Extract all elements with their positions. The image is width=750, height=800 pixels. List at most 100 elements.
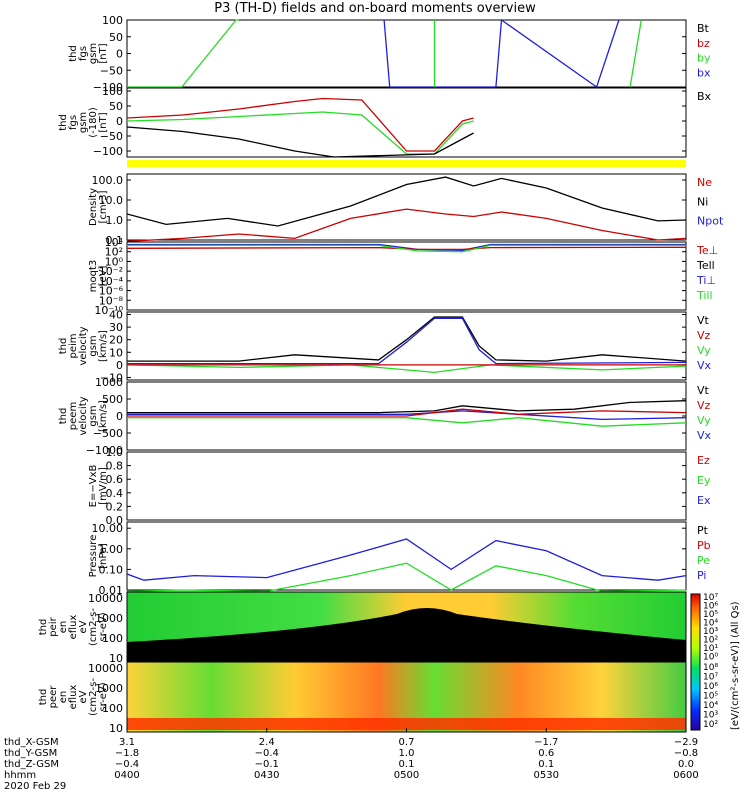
y-tick-label: 0.01: [99, 584, 124, 597]
y-tick-label: 0.10: [99, 563, 124, 576]
y-axis-label-line: (cm2-s-: [88, 608, 99, 646]
legend-Bx: Bx: [697, 90, 712, 103]
x-tick-label: 1.0: [399, 748, 415, 759]
x-tick-label: 0500: [394, 770, 419, 781]
y-axis-label-line: fgs: [78, 46, 89, 61]
y-axis-label-line: (-180): [88, 107, 99, 138]
colorbar-tick: 10³: [703, 627, 718, 637]
colorbar-tick: 10²: [703, 636, 718, 646]
y-axis-label-line: thd: [58, 408, 69, 425]
legend-Vz: Vz: [697, 329, 711, 342]
y-axis-label-line: Density: [88, 188, 99, 226]
y-tick-label: 10²: [105, 246, 123, 259]
spectrogram-mask: [127, 608, 686, 662]
y-axis-label-line: velocity: [78, 326, 89, 365]
x-tick-label: 0600: [673, 770, 698, 781]
y-axis-label-temp: moqt3 [eV]: [88, 260, 109, 293]
legend-Pi: Pi: [697, 569, 706, 582]
y-tick-label: 30: [109, 321, 123, 334]
y-axis-label-line: thd: [38, 689, 49, 706]
y-axis-label-line: fgs: [68, 115, 79, 130]
series-line-by3: [629, 19, 642, 88]
x-tick-label: 2.4: [259, 737, 275, 748]
y-tick-label: 1.0: [106, 446, 124, 459]
legend-Pt: Pt: [697, 524, 709, 537]
y-axis-label-line: (cm2-s-: [88, 678, 99, 716]
y-axis-label-line: eflux: [68, 615, 79, 640]
y-tick-label: −50: [100, 64, 123, 77]
x-tick-label: 0.1: [538, 759, 554, 770]
legend-Ey: Ey: [697, 474, 711, 487]
series-line-Vx: [127, 317, 687, 365]
y-axis-label-line: gsm: [78, 112, 89, 133]
y-tick-label: 40: [109, 309, 123, 322]
y-tick-label: −100: [93, 81, 123, 94]
y-tick-label: 10⁰: [105, 255, 124, 268]
x-tick-label: 0530: [534, 770, 559, 781]
y-axis-label-line: [eV]: [98, 266, 109, 287]
y-tick-label: 0: [116, 115, 123, 128]
y-axis-label-line: eV: [78, 690, 89, 703]
y-tick-label: 10000: [88, 662, 123, 675]
x-row-label: hhmm: [4, 770, 36, 781]
colorbar-tick: 10⁷: [703, 673, 718, 683]
legend-Ne: Ne: [697, 176, 712, 189]
colorbar-tick: 10⁷: [703, 593, 718, 603]
y-tick-label: 10: [109, 346, 123, 359]
y-axis-label-line: thd: [68, 45, 79, 62]
y-tick-label: 10.00: [92, 522, 124, 535]
y-axis-label-peim: thd peim velocity gsm [km/s]: [58, 326, 109, 365]
y-axis-label-pressure: Pressure [nPa]: [88, 535, 109, 578]
y-axis-label-line: [nPa]: [98, 543, 109, 569]
y-tick-label: 10⁻¹⁰: [94, 304, 123, 317]
x-row-label: thd_Z-GSM: [4, 759, 59, 770]
colorbar-tick: 10⁶: [703, 602, 718, 612]
y-tick-label: 0.4: [106, 487, 124, 500]
x-tick-label: −0.1: [255, 759, 279, 770]
x-tick-label: −0.8: [674, 748, 698, 759]
y-tick-label: 0.0: [106, 514, 124, 527]
legend-Ez: Ez: [697, 454, 710, 467]
x-tick-label: −1.7: [534, 737, 558, 748]
panel-frame-temp: [126, 241, 687, 311]
y-axis-label-line: sr-eV): [98, 682, 109, 711]
panel-frame-fgs: [126, 19, 687, 88]
y-tick-label: 1.00: [99, 543, 124, 556]
legend-Pe: Pe: [697, 554, 710, 567]
series-line-Ne: [126, 208, 687, 242]
y-axis-label-line: thd: [58, 338, 69, 355]
y-axis-label-peer: thd peer en eflux eV (cm2-s-sr-eV): [38, 678, 109, 716]
y-axis-label-line: gsm: [88, 335, 99, 356]
spectrogram-band: [127, 718, 686, 730]
colorbar-tick: 10⁴: [703, 619, 718, 629]
panel-frame-pressure: [126, 521, 687, 591]
y-tick-label: 10: [109, 722, 123, 735]
colorbar-tick: 10⁴: [703, 701, 718, 711]
colorbar-tick: 10²: [703, 720, 718, 730]
series-line-Vt: [127, 316, 687, 362]
y-tick-label: 0: [116, 359, 123, 372]
y-tick-label: −1000: [86, 444, 123, 457]
y-axis-label-line: [mV/m]: [98, 467, 109, 505]
y-axis-label-line: [cm-3]: [98, 190, 109, 223]
y-axis-label-line: E=−VxB: [88, 465, 99, 508]
legend-Ni: Ni: [697, 195, 708, 208]
x-tick-label: 0.1: [399, 759, 415, 770]
colorbar: [690, 593, 701, 731]
y-axis-label-line: [nT]: [98, 43, 109, 63]
y-tick-label: 10⁻²: [99, 265, 123, 278]
series-line-Te: [126, 246, 687, 251]
x-tick-label: −2.9: [674, 737, 698, 748]
y-axis-label-peem: thd peem velocity gsm [km/s]: [58, 396, 109, 435]
y-axis-label-efield: E=−VxB [mV/m]: [88, 465, 109, 508]
y-tick-label: 1.0: [106, 214, 124, 227]
colorbar-tick: 10³: [703, 711, 718, 721]
y-axis-label-line: peem: [68, 402, 79, 430]
y-tick-label: 10000: [88, 592, 123, 605]
y-tick-label: 100: [102, 14, 123, 27]
x-tick-label: −1.8: [115, 748, 139, 759]
x-tick-label: 0.7: [399, 737, 415, 748]
y-tick-label: 0: [116, 410, 123, 423]
y-tick-label: −100: [93, 145, 123, 158]
